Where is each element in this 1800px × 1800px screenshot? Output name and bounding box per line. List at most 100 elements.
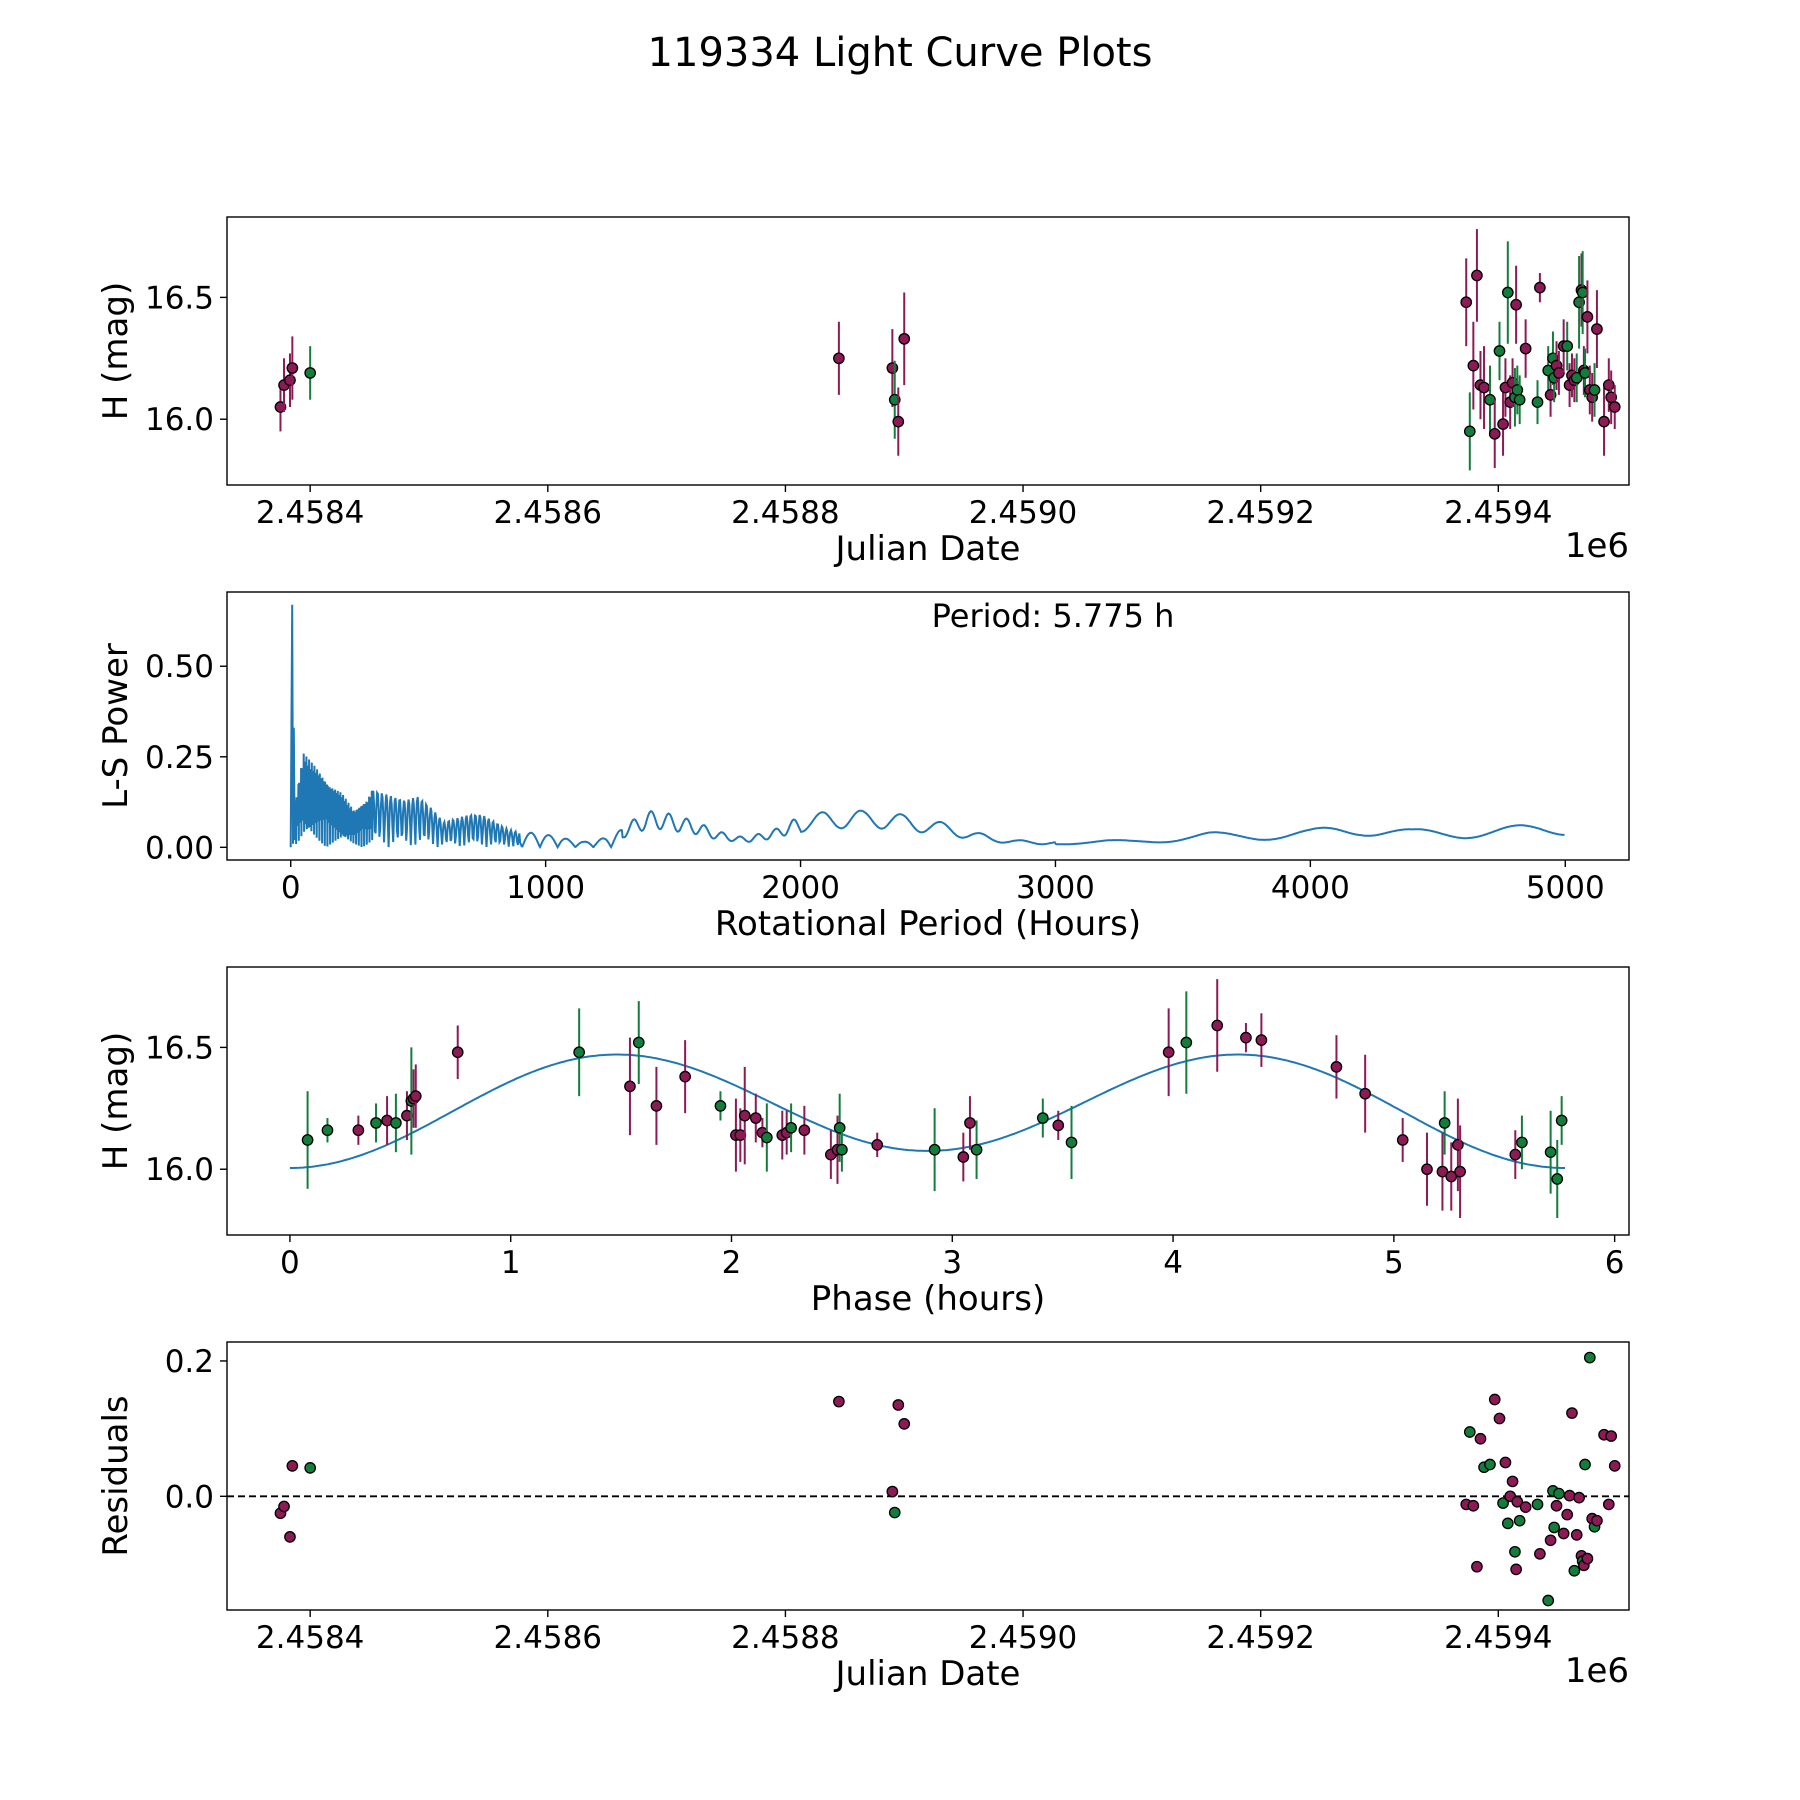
data-point [1330,1061,1343,1073]
data-point [714,1100,727,1112]
x-tick-label: 3 [942,1245,962,1281]
data-point [573,1046,586,1059]
data-point [1602,1498,1615,1511]
data-point [1497,418,1509,430]
phase-fold-panel: 0 1 2 3 4 5 6 16.0 16.5 Phase (hours) H (mag) [96,966,1630,1319]
data-point [1561,340,1574,352]
x-tick-label: 0 [281,870,301,906]
data-point [970,1143,983,1156]
data-point [304,367,317,379]
data-point [1493,345,1506,357]
x-tick-label: 6 [1605,1245,1625,1281]
data-point [892,415,905,428]
data-point [898,1418,911,1430]
data-point [1591,323,1603,335]
data-point [284,1531,296,1543]
x-tick-label: 2.4586 [494,1620,602,1656]
data-point [321,1124,334,1137]
data-point [1544,1146,1557,1159]
data-point [1501,286,1514,299]
data-point [1605,1430,1618,1442]
data-point [1445,1170,1458,1183]
panels-group: 2.4584 2.4586 2.4588 2.4590 2.4592 2.4594 16.0… [96,216,1630,1694]
data-point [1550,1499,1563,1512]
data-point [1534,281,1546,294]
data-point [886,1485,899,1498]
x-tick-label: 2.4588 [731,1620,839,1656]
x-tick-label: 2.4592 [1206,1620,1314,1656]
light-curve-panel: 2.4584 2.4586 2.4588 2.4590 2.4592 2.4594 16.0… [96,216,1630,569]
x-tick-label: 2.4588 [731,495,839,531]
data-point [1467,1499,1480,1512]
data-point [1553,1487,1565,1500]
data-point [304,1462,317,1474]
data-point [284,374,296,387]
data-point [1570,1529,1583,1541]
x-tick-label: 4 [1163,1245,1183,1281]
data-point [1591,1514,1603,1527]
data-point [1516,1136,1528,1149]
x-tick-label: 5000 [1526,870,1605,906]
data-point [1501,1517,1514,1530]
x-axis-label: Rotational Period (Hours) [715,904,1141,944]
periodogram-axes-frame [226,591,1630,861]
data-point [836,1143,848,1156]
x-tick-label: 2.4592 [1206,495,1314,531]
data-point [1511,1495,1524,1508]
x-offset-label: 1e6 [1565,526,1629,566]
data-point [301,1134,314,1146]
data-point [1566,1407,1578,1419]
data-point [1436,1165,1449,1178]
data-point [1036,1112,1049,1124]
data-point [1484,393,1496,406]
phase-fold-plot-area [289,979,1568,1218]
residuals-axes-frame [226,1341,1630,1611]
data-point [1180,1036,1193,1049]
data-point [1555,1114,1568,1127]
data-point [964,1117,976,1129]
x-tick-label: 2.4594 [1444,495,1552,531]
data-point [1471,1560,1483,1573]
data-point [1497,1497,1509,1509]
data-point [1551,1173,1564,1185]
data-point [833,352,845,365]
y-tick-label: 16.5 [145,1030,214,1066]
data-point [624,1080,636,1093]
data-point [1463,1426,1476,1438]
data-point [1463,425,1476,438]
data-point [1255,1034,1268,1046]
y-tick-label: 16.0 [145,1152,214,1188]
x-tick-label: 2.4594 [1444,1620,1552,1656]
data-point [1602,379,1615,391]
data-point [1513,1514,1526,1527]
x-axis-label: Julian Date [834,529,1021,569]
data-point [1488,1393,1501,1406]
data-point [1474,1432,1487,1445]
data-point [888,1506,901,1519]
data-point [1510,298,1522,311]
data-point [1499,1456,1512,1469]
data-point [1544,1534,1557,1547]
data-point [1509,1148,1522,1161]
fit-curve [289,1053,1565,1169]
data-point [1052,1119,1065,1132]
data-point [1438,1117,1451,1129]
data-point [1471,269,1483,282]
data-point [1396,1134,1409,1146]
data-point [1573,1491,1585,1504]
data-point [1509,1545,1521,1558]
data-point [1510,1563,1522,1576]
data-point [1511,384,1524,396]
data-point [928,1143,941,1156]
data-point [1454,1165,1466,1178]
data-point [1563,1489,1576,1502]
y-axis-label: H (mag) [96,1032,136,1170]
data-point [632,1036,645,1049]
data-point [650,1100,663,1112]
x-tick-label: 3000 [1016,870,1095,906]
data-point [1581,1552,1594,1565]
x-tick-label: 2.4590 [969,495,1077,531]
data-point [1452,1139,1464,1151]
data-point [1421,1163,1433,1176]
